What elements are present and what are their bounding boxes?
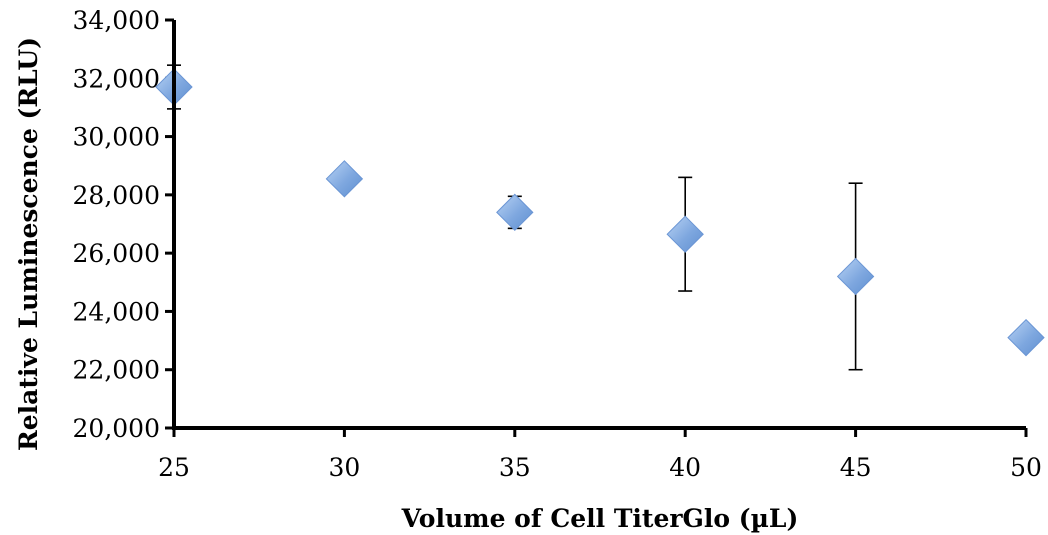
x-axis-title: Volume of Cell TiterGlo (µL) bbox=[401, 504, 799, 533]
y-tick-label: 20,000 bbox=[73, 414, 160, 443]
y-axis-ticks: 20,000 22,000 24,000 26,000 28,000 30,000 32,0… bbox=[73, 6, 174, 443]
y-tick-label: 32,000 bbox=[73, 64, 160, 93]
y-tick-label: 28,000 bbox=[73, 181, 160, 210]
data-points bbox=[155, 68, 1045, 357]
x-tick-label: 40 bbox=[669, 453, 701, 482]
data-point-diamond bbox=[1007, 318, 1045, 357]
data-point-diamond bbox=[325, 160, 364, 198]
x-axis-ticks: 25 30 35 40 45 50 bbox=[158, 428, 1042, 482]
y-tick-label: 24,000 bbox=[73, 297, 160, 326]
data-point-diamond bbox=[666, 215, 704, 253]
y-tick-label: 30,000 bbox=[73, 123, 160, 152]
y-axis-title: Relative Luminescence (RLU) bbox=[14, 37, 43, 451]
y-tick-label: 22,000 bbox=[73, 356, 160, 385]
y-tick-label: 34,000 bbox=[73, 6, 160, 35]
x-tick-label: 25 bbox=[158, 453, 190, 482]
data-point-diamond bbox=[496, 193, 534, 232]
x-tick-label: 50 bbox=[1010, 453, 1042, 482]
x-tick-label: 30 bbox=[328, 453, 360, 482]
data-point-diamond bbox=[836, 257, 875, 296]
x-tick-label: 35 bbox=[499, 453, 531, 482]
y-tick-label: 26,000 bbox=[73, 239, 160, 268]
x-tick-label: 45 bbox=[840, 453, 872, 482]
